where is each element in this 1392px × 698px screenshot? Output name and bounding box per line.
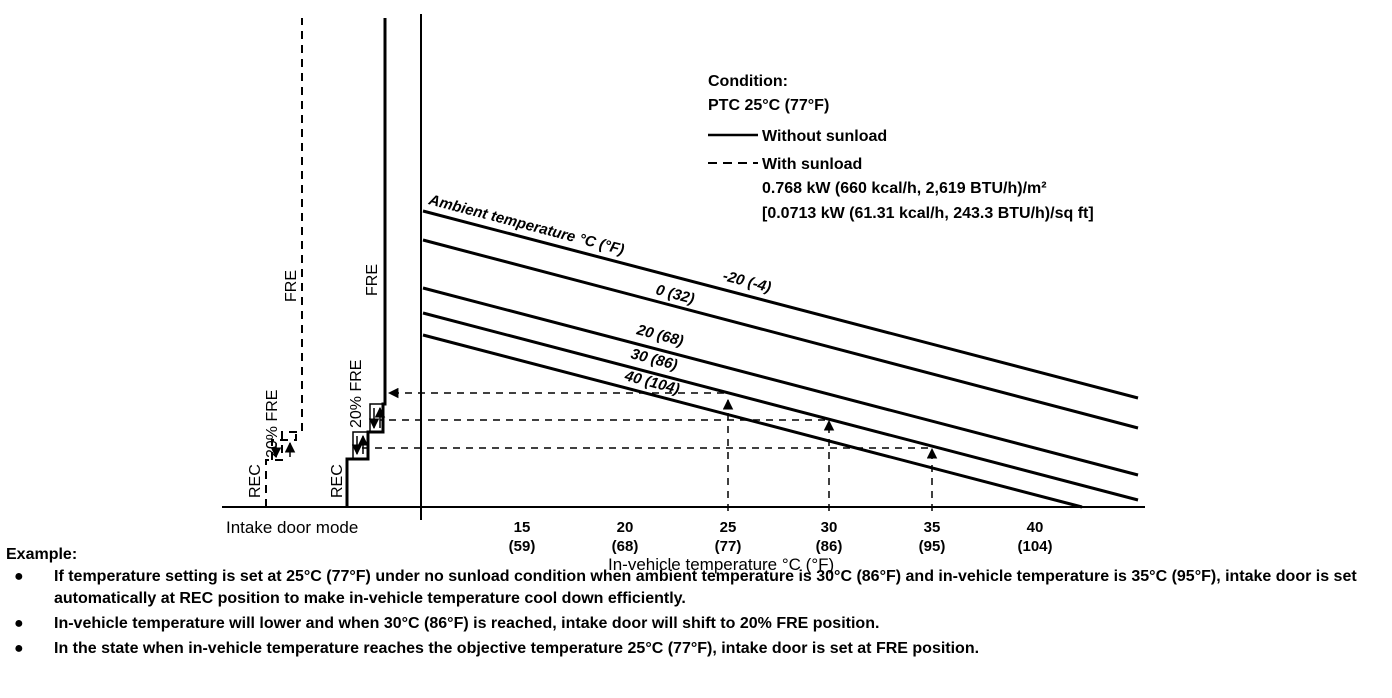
curve--20 — [422, 209, 1139, 400]
example-item: ● In the state when in-vehicle temperatu… — [6, 638, 1386, 660]
x-tick-labels: 15 (59) 20 (68) 25 (77) 30 (86) 35 (95) … — [509, 519, 1053, 555]
ambient-curves — [422, 209, 1139, 509]
mode-steps-dashed-arrows — [270, 441, 296, 459]
mode-steps-solid — [345, 18, 387, 507]
example-title: Example: — [6, 546, 78, 563]
legend-with-label: With sunload — [762, 156, 862, 173]
example-item: ● If temperature setting is set at 25°C … — [6, 566, 1386, 610]
mode-label-dashed-fre: FRE — [283, 270, 300, 302]
x-tick-40-f: (104) — [1017, 538, 1052, 555]
bullet-icon: ● — [14, 640, 24, 657]
condition-title: Condition: — [708, 73, 788, 90]
example-section: Example: ● If temperature setting is set… — [6, 546, 1386, 663]
x-axis-label: In-vehicle temperature °C (°F) — [608, 555, 834, 574]
x-tick-20: 20 — [617, 519, 634, 536]
example-item-text: In the state when in-vehicle temperature… — [54, 640, 980, 657]
example-item-text: If temperature setting is set at 25°C (7… — [54, 568, 1357, 607]
mode-steps-dashed — [265, 18, 303, 507]
curve-0 — [422, 238, 1139, 430]
curve-30 — [422, 311, 1139, 502]
mode-label-solid-20fre: 20% FRE — [348, 360, 365, 428]
x-tick-40: 40 — [1027, 519, 1044, 536]
mode-steps-solid-arrows — [351, 406, 386, 456]
x-tick-15: 15 — [514, 519, 531, 536]
mode-label-solid-rec: REC — [329, 464, 346, 498]
x-tick-20-f: (68) — [612, 538, 639, 555]
x-tick-25: 25 — [720, 519, 737, 536]
x-tick-15-f: (59) — [509, 538, 536, 555]
x-tick-30: 30 — [821, 519, 838, 536]
mode-label-dashed-20fre: 20% FRE — [264, 390, 281, 458]
legend-with-value-1: 0.768 kW (660 kcal/h, 2,619 BTU/h)/m² — [762, 180, 1047, 197]
curve-20 — [422, 286, 1139, 477]
legend-without-label: Without sunload — [762, 128, 887, 145]
bullet-icon: ● — [14, 568, 24, 585]
mode-label-solid-fre: FRE — [364, 264, 381, 296]
example-guides — [358, 387, 938, 511]
x-tick-25-f: (77) — [715, 538, 742, 555]
bullet-icon: ● — [14, 615, 24, 632]
condition-ptc: PTC 25°C (77°F) — [708, 97, 829, 114]
mode-label-dashed-rec: REC — [247, 464, 264, 498]
x-tick-35: 35 — [924, 519, 941, 536]
example-item-text: In-vehicle temperature will lower and wh… — [54, 615, 880, 632]
curve-40 — [422, 333, 1083, 509]
condition-legend: Condition: PTC 25°C (77°F) Without sunlo… — [708, 73, 1094, 222]
example-item: ● In-vehicle temperature will lower and … — [6, 613, 1386, 635]
x-tick-35-f: (95) — [919, 538, 946, 555]
mode-axis-label: Intake door mode — [226, 518, 358, 537]
legend-with-value-2: [0.0713 kW (61.31 kcal/h, 243.3 BTU/h)/s… — [762, 205, 1094, 222]
x-tick-30-f: (86) — [816, 538, 843, 555]
example-list: ● If temperature setting is set at 25°C … — [6, 566, 1386, 660]
